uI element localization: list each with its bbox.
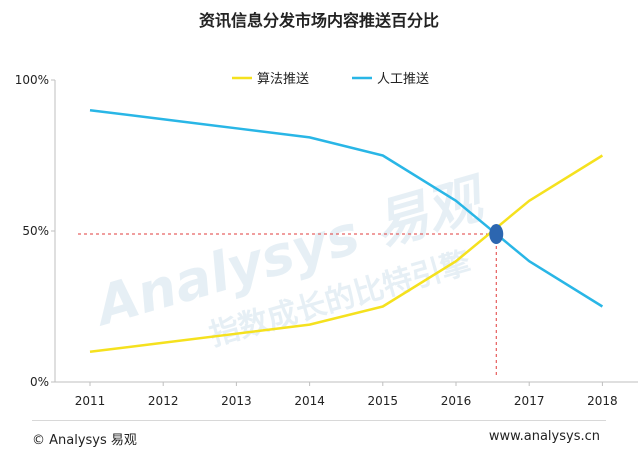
x-tick-label: 2016 — [441, 394, 472, 408]
footer-copyright: © Analysys 易观 — [32, 433, 137, 448]
legend-label-1: 算法推送 — [257, 72, 309, 87]
y-tick-label: 100% — [15, 73, 49, 87]
legend-label-2: 人工推送 — [377, 72, 429, 87]
x-tick-label: 2011 — [75, 394, 106, 408]
y-tick-label: 50% — [22, 224, 49, 238]
x-tick-label: 2014 — [294, 394, 325, 408]
series-line-1 — [89, 154, 604, 354]
x-tick-label: 2013 — [221, 394, 252, 408]
x-tick-label: 2018 — [587, 394, 618, 408]
chart-title: 资讯信息分发市场内容推送百分比 — [198, 11, 439, 30]
x-tick-label: 2012 — [148, 394, 179, 408]
series-line-2 — [89, 108, 604, 308]
footer-website: www.analysys.cn — [488, 429, 600, 444]
y-tick-label: 0% — [30, 375, 49, 389]
footer-divider — [32, 420, 606, 421]
x-tick-label: 2015 — [368, 394, 399, 408]
x-tick-label: 2017 — [514, 394, 545, 408]
intersection-marker — [489, 224, 504, 245]
